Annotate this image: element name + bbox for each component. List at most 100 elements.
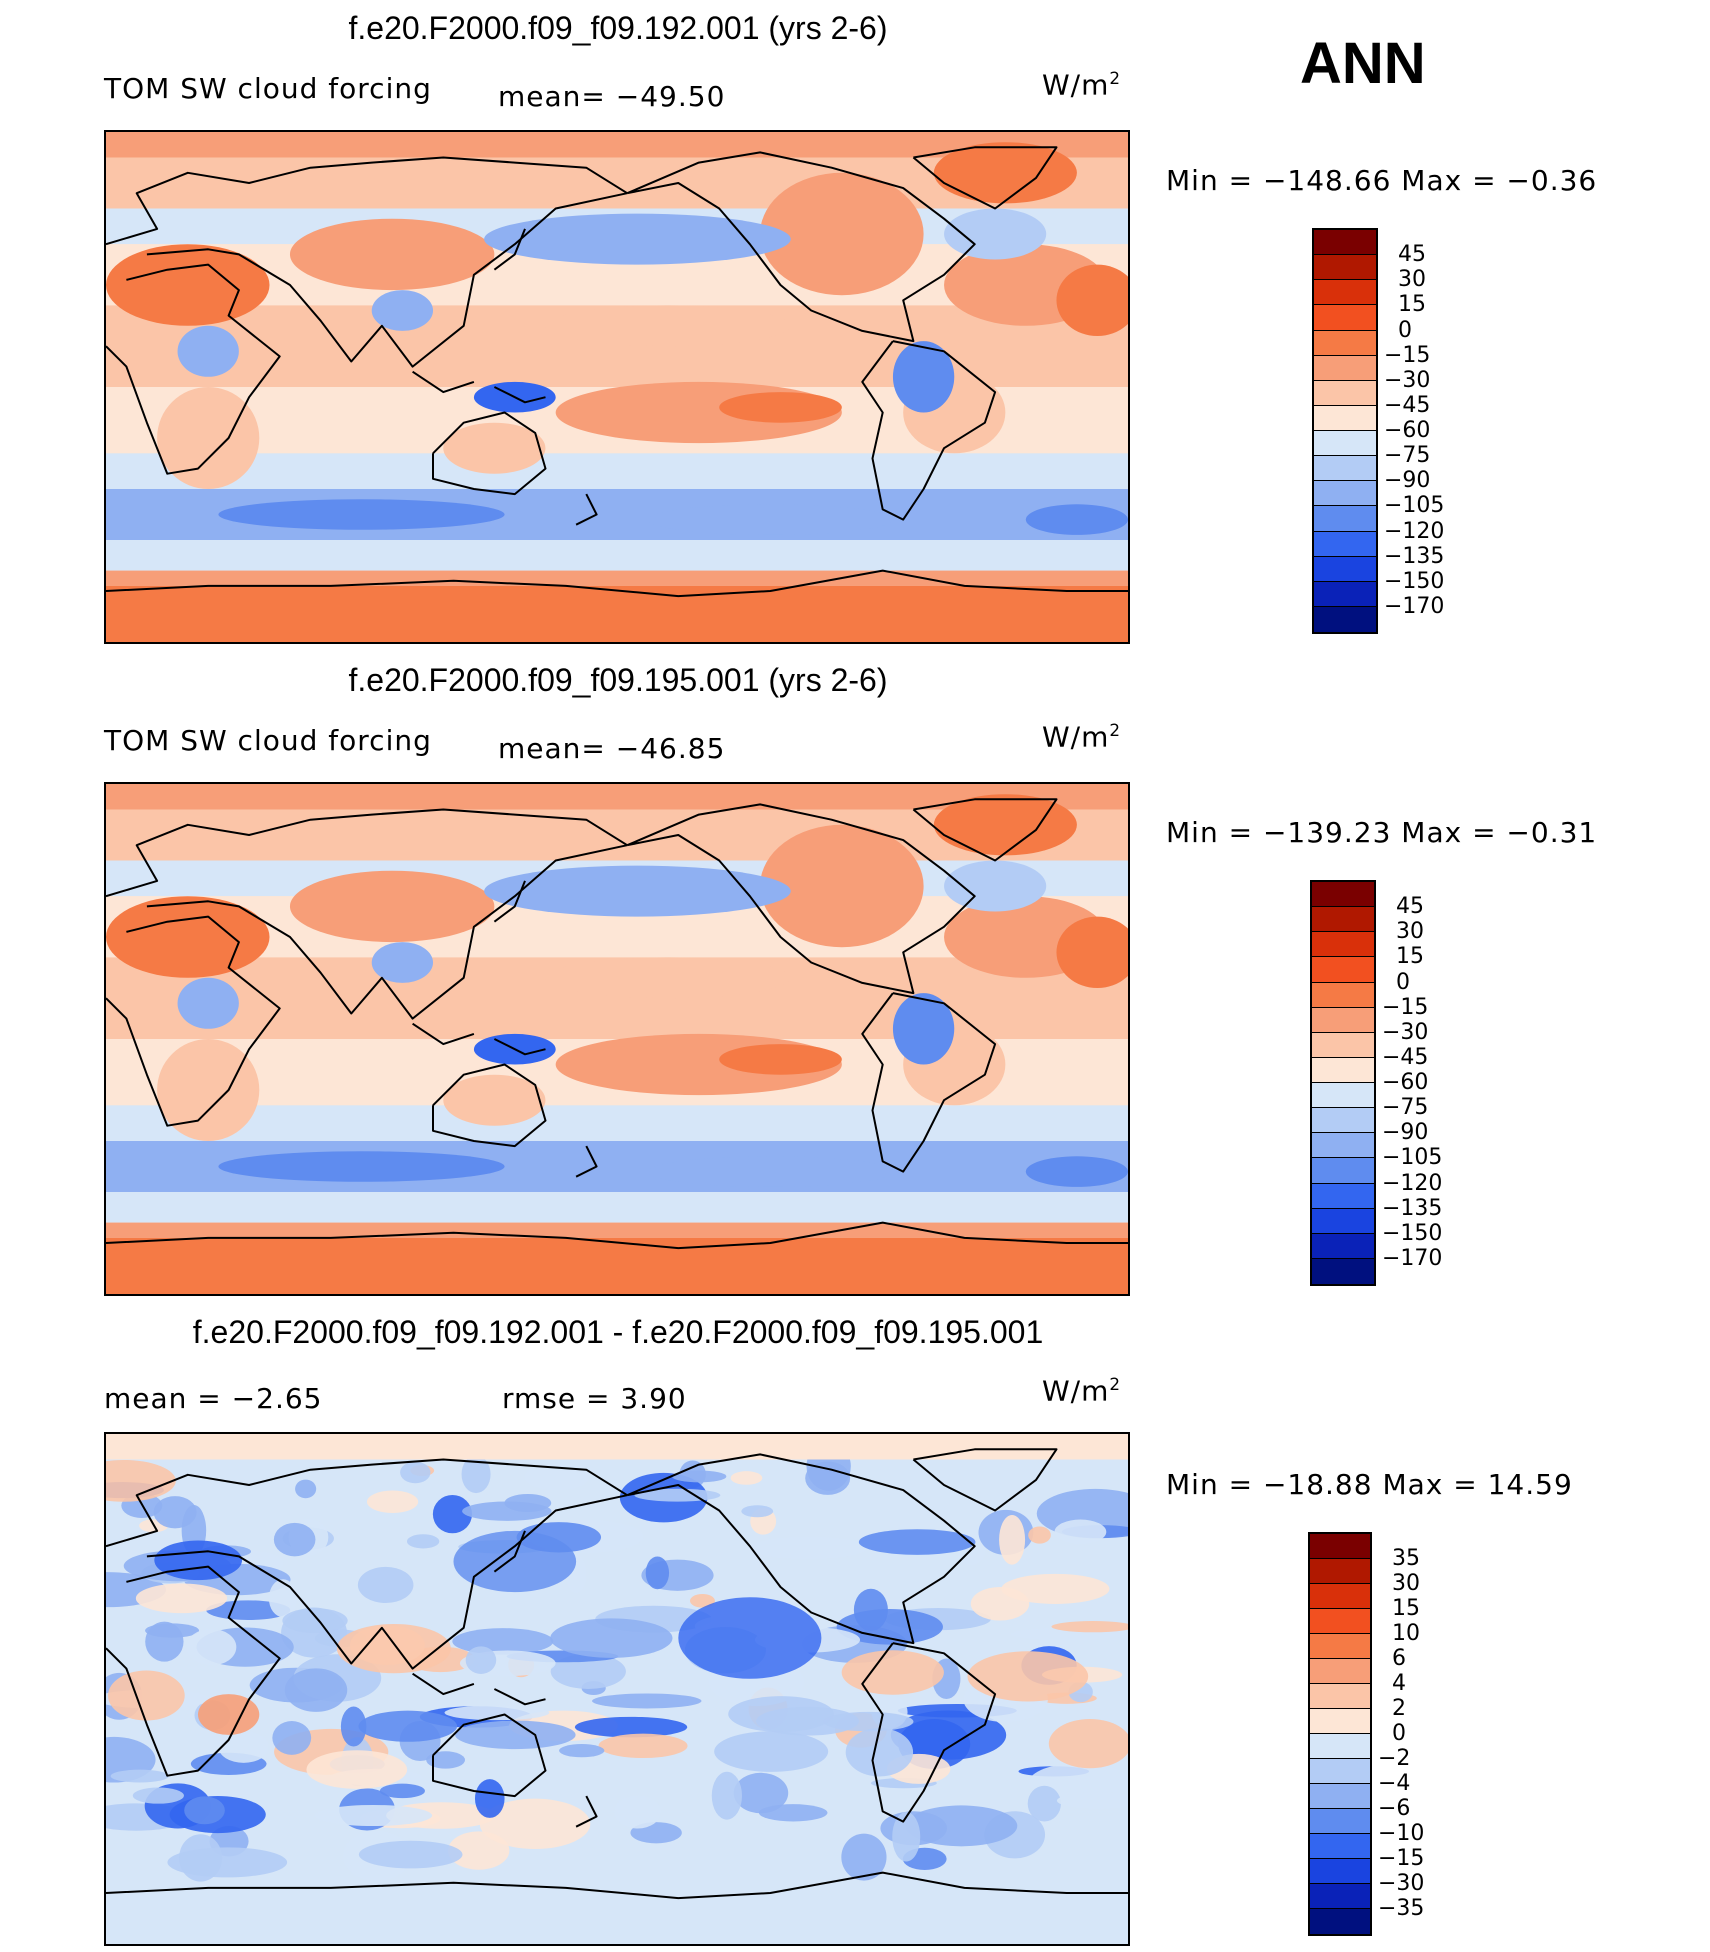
panel2-variable: TOM SW cloud forcing (104, 724, 432, 757)
field-region (733, 1772, 789, 1814)
coastline (493, 1530, 526, 1573)
field-region (749, 1536, 868, 1560)
field-region (426, 1751, 466, 1769)
colorbar-swatch (1312, 882, 1374, 908)
field-region (672, 1470, 727, 1483)
field-region (218, 499, 505, 530)
field-region (357, 1566, 414, 1604)
field-region (306, 1750, 408, 1789)
colorbar-tick-label: −15 (1382, 994, 1429, 1020)
coastline (106, 156, 628, 246)
colorbar-swatch (1310, 1609, 1370, 1634)
coastline (861, 992, 997, 1173)
field-region (443, 1074, 546, 1126)
field-region (184, 1796, 225, 1825)
field-region (845, 1728, 914, 1777)
field-region (524, 1463, 590, 1491)
field-band (106, 1222, 1128, 1238)
season-label: ANN (1300, 31, 1426, 96)
colorbar-tick-label: 2 (1392, 1696, 1406, 1721)
coastline (106, 1221, 1128, 1250)
coastline (106, 808, 628, 898)
coastline (626, 151, 976, 343)
field-region (108, 1670, 185, 1721)
colorbar-swatch (1314, 481, 1376, 507)
field-region (179, 1834, 223, 1882)
field-region (455, 1720, 576, 1750)
panel3-minmax: Min = −18.88 Max = 14.59 (1166, 1468, 1573, 1501)
field-region (272, 1721, 312, 1755)
colorbar-swatch (1310, 1884, 1370, 1909)
coastline (106, 915, 281, 1127)
field-region (678, 1597, 822, 1679)
field-region (366, 1490, 419, 1513)
colorbar-tick-label: 15 (1396, 944, 1424, 970)
colorbar-tick-label: 6 (1392, 1646, 1406, 1671)
field-region (186, 1628, 237, 1666)
coastline (412, 1022, 475, 1046)
panel2-colorbar (1310, 880, 1376, 1286)
field-region (289, 870, 495, 943)
field-region (550, 1618, 673, 1658)
coastline (432, 1713, 547, 1798)
field-region (841, 1833, 887, 1881)
coastline (575, 1795, 598, 1828)
field-region (406, 1534, 440, 1549)
panel3-rmse: rmse = 3.90 (502, 1382, 687, 1415)
panel3-mean: mean = −2.65 (104, 1382, 323, 1415)
colorbar-tick-label: −35 (1378, 1896, 1425, 1921)
coastline (626, 803, 976, 995)
colorbar-swatch (1310, 1559, 1370, 1584)
colorbar-tick-label: 15 (1392, 1596, 1420, 1621)
colorbar-tick-label: −15 (1378, 1846, 1425, 1871)
field-region (154, 1540, 243, 1581)
colorbar-tick-label: −150 (1384, 568, 1445, 594)
colorbar-swatch (1314, 456, 1376, 482)
field-region (892, 1811, 921, 1862)
panel3-colorbar (1308, 1532, 1372, 1936)
field-band (106, 1105, 1128, 1141)
field-region (379, 1783, 425, 1799)
colorbar-swatch (1314, 280, 1376, 306)
coastline (493, 228, 526, 271)
field-region (1054, 1519, 1107, 1545)
colorbar-tick-label: 0 (1398, 317, 1412, 343)
colorbar-swatch (1314, 405, 1376, 431)
field-region (443, 422, 546, 474)
map-field (106, 784, 1128, 1294)
colorbar-tick-label: 15 (1398, 292, 1426, 318)
colorbar-tick-label: −30 (1378, 1871, 1425, 1896)
field-region (358, 1710, 458, 1742)
coastline (493, 386, 546, 404)
colorbar-tick-label: −10 (1378, 1821, 1425, 1846)
field-region (933, 142, 1077, 204)
colorbar-swatch (1314, 506, 1376, 532)
colorbar-swatch (1312, 907, 1374, 933)
field-region (711, 1771, 743, 1820)
field-region (574, 1716, 688, 1738)
field-region (545, 305, 791, 347)
field-region (598, 1733, 688, 1759)
coastline (146, 1494, 628, 1670)
colorbar-swatch (1312, 1233, 1374, 1259)
colorbar-tick-label: −45 (1382, 1044, 1429, 1070)
colorbar-swatch (1310, 1909, 1370, 1934)
panel2-minmax: Min = −139.23 Max = −0.31 (1166, 816, 1598, 849)
panel1-variable: TOM SW cloud forcing (104, 72, 432, 105)
panel2-map (104, 782, 1130, 1296)
colorbar-swatch (1310, 1809, 1370, 1834)
field-region (728, 1696, 834, 1732)
colorbar-swatch (1312, 1208, 1374, 1234)
panel1-minmax: Min = −148.66 Max = −0.36 (1166, 164, 1598, 197)
field-region (268, 1579, 298, 1618)
colorbar-tick-label: −45 (1384, 392, 1431, 418)
colorbar-tick-label: −150 (1382, 1220, 1443, 1246)
colorbar-tick-label: 4 (1392, 1671, 1406, 1696)
colorbar-tick-label: 45 (1396, 894, 1424, 920)
field-region (218, 1731, 269, 1763)
field-region (177, 325, 239, 377)
coastline (432, 411, 547, 496)
field-region (1025, 504, 1128, 535)
field-region (447, 1831, 510, 1870)
field-region (314, 1804, 433, 1827)
